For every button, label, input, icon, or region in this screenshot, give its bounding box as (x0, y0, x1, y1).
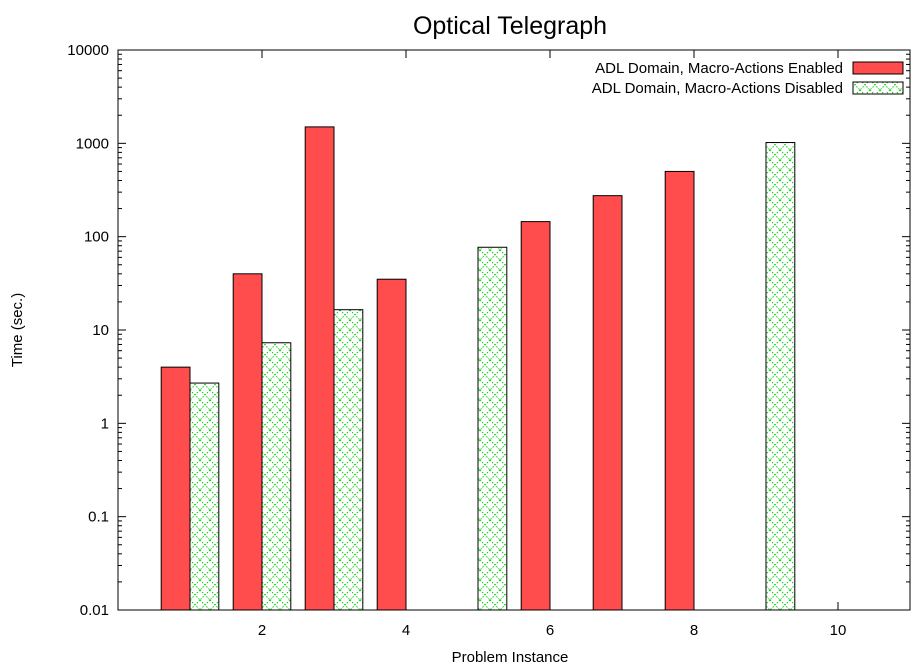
y-tick-label: 1000 (76, 135, 109, 152)
bar-macro-disabled (189, 382, 220, 611)
legend-label: ADL Domain, Macro-Actions Disabled (592, 80, 843, 97)
bar-macro-enabled (160, 366, 191, 611)
bar-macro-enabled (304, 126, 335, 611)
bar-macro-enabled (664, 170, 695, 611)
bar-macro-enabled (592, 195, 623, 611)
bar-macro-enabled (232, 273, 263, 611)
y-tick-label: 0.01 (80, 602, 109, 619)
bar-macro-disabled (765, 142, 796, 611)
bar-macro-disabled (477, 246, 508, 611)
y-tick-label: 10 (92, 322, 109, 339)
chart-title: Optical Telegraph (413, 12, 607, 40)
y-tick-label: 100 (84, 229, 109, 246)
bar-macro-disabled (333, 309, 364, 611)
x-axis-label: Problem Instance (452, 649, 569, 665)
x-tick-label: 4 (402, 622, 410, 639)
y-tick-label: 10000 (67, 42, 109, 59)
x-tick-label: 2 (258, 622, 266, 639)
y-tick-label: 1 (101, 415, 109, 432)
y-axis-label: Time (sec.) (9, 293, 26, 367)
legend-swatch (852, 61, 904, 75)
x-tick-label: 8 (690, 622, 698, 639)
legend-swatch (852, 81, 904, 95)
x-tick-label: 10 (830, 622, 847, 639)
legend-label: ADL Domain, Macro-Actions Enabled (595, 60, 843, 77)
legend: ADL Domain, Macro-Actions Enabled ADL Dom… (592, 60, 904, 97)
plot-area: 0.01 0.1 1 10 100 1000 10000 2 4 6 8 10 (67, 42, 910, 639)
bar-macro-enabled (520, 221, 551, 611)
plot-frame (117, 49, 911, 611)
bar-macro-enabled (376, 278, 407, 611)
x-tick-label: 6 (546, 622, 554, 639)
y-tick-label: 0.1 (88, 509, 109, 526)
bar-macro-disabled (261, 342, 292, 611)
